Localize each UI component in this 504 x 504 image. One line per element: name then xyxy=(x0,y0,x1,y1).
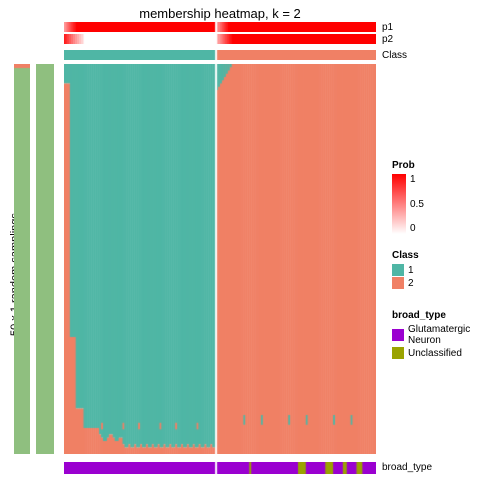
legend-prob: Prob 1 0.5 0 xyxy=(392,160,424,234)
label-p1: p1 xyxy=(382,22,393,33)
class-annotation xyxy=(64,50,376,60)
legend-prob-title: Prob xyxy=(392,160,424,171)
legend-prob-tick: 0.5 xyxy=(410,199,424,210)
heatmap-body xyxy=(64,64,376,454)
legend-broad-title: broad_type xyxy=(392,310,504,321)
label-class: Class xyxy=(382,50,407,61)
legend-prob-gradient xyxy=(392,174,406,234)
legend-label: Glutamatergic Neuron xyxy=(408,324,504,346)
legend-class-title: Class xyxy=(392,250,419,261)
inner-row-strip xyxy=(36,64,54,454)
legend-broad: broad_type Glutamatergic Neuron Unclassi… xyxy=(392,310,504,360)
chart-title: membership heatmap, k = 2 xyxy=(64,6,376,21)
legend-broad-item: Unclassified xyxy=(392,347,504,359)
left-dendro-strip xyxy=(14,64,30,454)
legend-prob-tick: 0 xyxy=(410,223,424,234)
broad-type-annotation xyxy=(64,462,376,474)
legend-prob-ticks: 1 0.5 0 xyxy=(410,174,424,234)
legend-label: 1 xyxy=(408,265,414,276)
p2-annotation xyxy=(64,34,376,44)
label-p2: p2 xyxy=(382,34,393,45)
legend-prob-tick: 1 xyxy=(410,174,424,185)
legend-class-item: 2 xyxy=(392,277,419,289)
legend-swatch xyxy=(392,264,404,276)
label-broad: broad_type xyxy=(382,462,432,473)
legend-class-item: 1 xyxy=(392,264,419,276)
legend-class: Class 1 2 xyxy=(392,250,419,290)
legend-label: 2 xyxy=(408,278,414,289)
legend-swatch xyxy=(392,329,404,341)
legend-broad-item: Glutamatergic Neuron xyxy=(392,324,504,346)
legend-swatch xyxy=(392,347,404,359)
p1-annotation xyxy=(64,22,376,32)
legend-swatch xyxy=(392,277,404,289)
legend-label: Unclassified xyxy=(408,348,462,359)
